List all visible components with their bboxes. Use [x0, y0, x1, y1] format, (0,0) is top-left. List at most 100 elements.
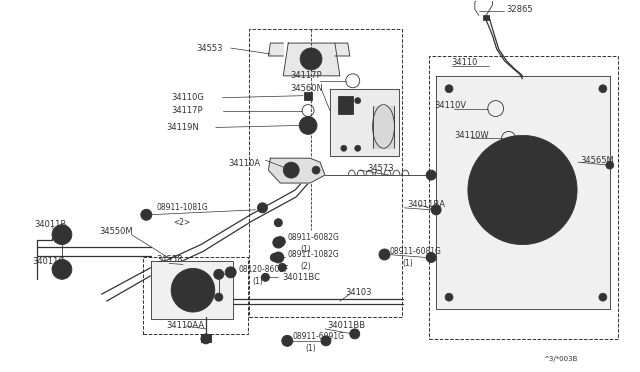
Polygon shape — [335, 43, 350, 56]
Circle shape — [431, 205, 441, 215]
Text: 34565M: 34565M — [580, 156, 614, 165]
Circle shape — [273, 237, 284, 248]
Text: (1): (1) — [403, 259, 413, 268]
Circle shape — [284, 162, 299, 178]
Polygon shape — [268, 158, 325, 183]
Text: 34011B: 34011B — [34, 220, 67, 229]
Bar — [201, 334, 211, 342]
Text: (2): (2) — [300, 262, 311, 271]
Text: 34119N: 34119N — [166, 123, 199, 132]
Text: 08911-6091G: 08911-6091G — [292, 332, 344, 341]
Circle shape — [341, 145, 347, 151]
Circle shape — [262, 273, 269, 281]
Text: <2>: <2> — [173, 218, 190, 227]
Text: 08911-6082G: 08911-6082G — [287, 233, 339, 242]
Circle shape — [379, 249, 390, 260]
Text: 34550M: 34550M — [100, 227, 133, 236]
Polygon shape — [284, 43, 340, 76]
Text: 34011BB: 34011BB — [327, 321, 365, 330]
Circle shape — [312, 166, 320, 174]
Circle shape — [179, 276, 207, 304]
Text: 34573: 34573 — [367, 164, 394, 173]
Circle shape — [299, 116, 317, 134]
Text: N: N — [144, 212, 148, 217]
Circle shape — [257, 203, 268, 213]
Circle shape — [57, 264, 67, 274]
Circle shape — [305, 53, 317, 65]
Text: 34110A: 34110A — [228, 159, 261, 168]
Circle shape — [511, 178, 534, 202]
Polygon shape — [330, 89, 399, 156]
Circle shape — [273, 252, 284, 263]
Bar — [338, 96, 353, 113]
Text: 34110G: 34110G — [171, 93, 204, 102]
Circle shape — [483, 150, 562, 230]
Circle shape — [355, 98, 361, 104]
Bar — [483, 15, 489, 20]
Circle shape — [321, 336, 331, 346]
Circle shape — [498, 165, 547, 215]
Circle shape — [52, 225, 72, 244]
Circle shape — [303, 121, 313, 131]
Polygon shape — [151, 262, 233, 319]
Circle shape — [141, 209, 152, 220]
Circle shape — [355, 145, 361, 151]
Circle shape — [215, 293, 223, 301]
Circle shape — [270, 253, 278, 262]
Circle shape — [275, 237, 285, 247]
Circle shape — [350, 329, 360, 339]
Bar — [248, 29, 403, 317]
Circle shape — [445, 293, 453, 301]
Text: 32865: 32865 — [507, 5, 533, 14]
Polygon shape — [372, 106, 394, 148]
Text: 08911-1082G: 08911-1082G — [287, 250, 339, 259]
Text: B: B — [229, 270, 232, 275]
Circle shape — [599, 293, 607, 301]
Circle shape — [606, 161, 614, 169]
Text: 34110: 34110 — [451, 58, 477, 67]
Circle shape — [599, 85, 607, 93]
Text: 08120-8602F: 08120-8602F — [239, 265, 289, 274]
Text: 08911-1081G: 08911-1081G — [156, 203, 208, 212]
Text: ^3/*003B: ^3/*003B — [543, 356, 578, 362]
Text: 34117P: 34117P — [171, 106, 203, 115]
Text: N: N — [276, 255, 280, 260]
Text: 34558: 34558 — [156, 255, 183, 264]
Circle shape — [282, 336, 292, 346]
Bar — [304, 92, 312, 100]
Text: 34117P: 34117P — [290, 71, 322, 80]
Circle shape — [287, 166, 295, 174]
Circle shape — [278, 263, 286, 271]
Text: 34011BA: 34011BA — [407, 201, 445, 209]
Text: N: N — [285, 339, 289, 343]
Text: 08911-6081G: 08911-6081G — [390, 247, 442, 256]
Text: 34110AA: 34110AA — [166, 321, 204, 330]
Bar — [429, 56, 618, 339]
Polygon shape — [268, 43, 284, 56]
Text: (1): (1) — [305, 344, 316, 353]
Circle shape — [426, 253, 436, 262]
Circle shape — [445, 85, 453, 93]
Text: 34560N: 34560N — [290, 84, 323, 93]
Circle shape — [275, 219, 282, 227]
Circle shape — [52, 259, 72, 279]
Text: 34110V: 34110V — [434, 101, 467, 110]
Text: N: N — [276, 240, 280, 245]
Circle shape — [214, 269, 224, 279]
Text: 34011BC: 34011BC — [282, 273, 320, 282]
Text: 34011C: 34011C — [32, 257, 65, 266]
Circle shape — [225, 267, 236, 278]
Text: 34103: 34103 — [345, 288, 371, 297]
Circle shape — [171, 268, 215, 312]
Circle shape — [426, 170, 436, 180]
Text: N: N — [383, 252, 387, 257]
Circle shape — [468, 135, 577, 244]
Text: (1): (1) — [300, 245, 311, 254]
Bar — [143, 257, 248, 334]
Circle shape — [57, 230, 67, 240]
Polygon shape — [436, 76, 610, 309]
Circle shape — [201, 334, 211, 344]
Circle shape — [341, 98, 347, 104]
Text: 34553: 34553 — [196, 44, 223, 52]
Text: B: B — [229, 270, 232, 275]
